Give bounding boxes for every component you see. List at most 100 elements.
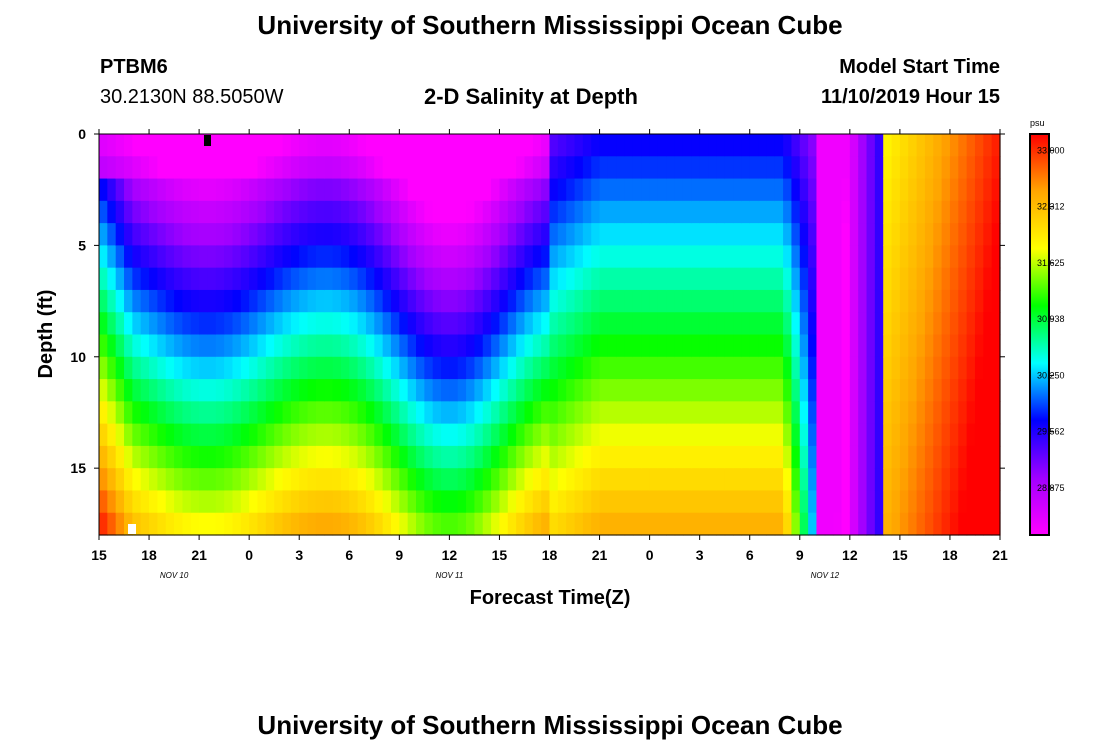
heatmap-cell — [441, 289, 450, 313]
heatmap-cell — [507, 490, 517, 514]
heatmap-cell — [641, 223, 651, 246]
heatmap-cell — [441, 334, 450, 358]
heatmap-cell — [691, 356, 701, 380]
heatmap-cell — [441, 356, 450, 380]
heatmap-cell — [974, 312, 984, 336]
heatmap-cell — [507, 200, 517, 224]
heatmap-cell — [441, 445, 450, 469]
heatmap-cell — [524, 334, 534, 358]
heatmap-cell — [374, 445, 384, 469]
heatmap-cell — [657, 512, 667, 536]
heatmap-cell — [390, 468, 400, 492]
heatmap-cell — [265, 512, 275, 536]
heatmap-cell — [766, 401, 776, 425]
heatmap-cell — [824, 356, 834, 380]
heatmap-cell — [532, 245, 542, 269]
heatmap-cell — [682, 223, 692, 246]
heatmap-cell — [224, 134, 234, 157]
heatmap-cell — [199, 445, 209, 469]
heatmap-cell — [99, 312, 108, 336]
heatmap-cell — [115, 289, 125, 313]
heatmap-cell — [557, 267, 567, 291]
heatmap-cell — [299, 468, 309, 492]
heatmap-cell — [841, 156, 851, 180]
heatmap-cell — [491, 289, 501, 313]
heatmap-cell — [607, 312, 617, 336]
heatmap-cell — [916, 134, 926, 157]
heatmap-cell — [274, 245, 284, 269]
heatmap-cell — [482, 356, 492, 380]
heatmap-cell — [891, 156, 901, 180]
heatmap-cell — [799, 401, 809, 425]
x-tick-label: 18 — [942, 547, 958, 563]
heatmap-cell — [649, 445, 659, 469]
heatmap-cell — [924, 445, 934, 469]
heatmap-cell — [699, 334, 709, 358]
heatmap-cell — [958, 445, 968, 469]
heatmap-cell — [190, 134, 200, 157]
heatmap-cell — [182, 401, 192, 425]
heatmap-cell — [541, 356, 551, 380]
heatmap-cell — [432, 200, 442, 224]
heatmap-cell — [799, 512, 809, 536]
heatmap-cell — [207, 379, 217, 402]
heatmap-cell — [399, 356, 409, 380]
heatmap-cell — [390, 401, 400, 425]
heatmap-cell — [599, 334, 609, 358]
heatmap-cell — [849, 134, 859, 157]
heatmap-cell — [249, 379, 259, 402]
heatmap-cell — [891, 423, 901, 447]
heatmap-cell — [99, 289, 108, 313]
heatmap-cell — [240, 423, 250, 447]
heatmap-cell — [507, 156, 517, 180]
heatmap-cell — [332, 356, 342, 380]
heatmap-cell — [758, 401, 767, 425]
heatmap-cell — [758, 356, 767, 380]
heatmap-cell — [516, 289, 526, 313]
heatmap-cell — [691, 512, 701, 536]
heatmap-cell — [699, 445, 709, 469]
heatmap-cell — [774, 312, 784, 336]
heatmap-cell — [624, 289, 634, 313]
heatmap-cell — [708, 245, 717, 269]
heatmap-cell — [799, 312, 809, 336]
heatmap-cell — [824, 245, 834, 269]
heatmap-cell — [949, 223, 959, 246]
heatmap-cell — [315, 512, 325, 536]
heatmap-cell — [591, 490, 601, 514]
heatmap-cell — [299, 200, 309, 224]
heatmap-cell — [607, 423, 617, 447]
heatmap-cell — [315, 312, 325, 336]
heatmap-cell — [340, 156, 350, 180]
heatmap-cell — [215, 356, 225, 380]
heatmap-cell — [599, 245, 609, 269]
heatmap-cell — [824, 156, 834, 180]
heatmap-cell — [232, 379, 242, 402]
heatmap-cell — [507, 223, 517, 246]
y-axis-label: Depth (ft) — [35, 290, 57, 379]
heatmap-cell — [482, 490, 492, 514]
heatmap-cell — [282, 379, 292, 402]
heatmap-cell — [632, 334, 642, 358]
x-tick-label: 18 — [542, 547, 558, 563]
heatmap-cell — [124, 334, 133, 358]
heatmap-cell — [958, 356, 968, 380]
heatmap-cell — [441, 267, 450, 291]
heatmap-cell — [249, 312, 259, 336]
heatmap-cell — [933, 512, 943, 536]
heatmap-cell — [432, 512, 442, 536]
heatmap-cell — [891, 200, 901, 224]
heatmap-cell — [641, 512, 651, 536]
heatmap-cell — [157, 245, 167, 269]
heatmap-cell — [641, 468, 651, 492]
heatmap-cell — [983, 156, 993, 180]
heatmap-cell — [432, 134, 442, 157]
heatmap-cell — [307, 223, 317, 246]
heatmap-cell — [641, 334, 651, 358]
heatmap-cell — [574, 490, 584, 514]
heatmap-cell — [107, 379, 117, 402]
heatmap-cell — [783, 134, 793, 157]
heatmap-cell — [482, 289, 492, 313]
heatmap-cell — [874, 312, 884, 336]
heatmap-cell — [124, 223, 133, 246]
